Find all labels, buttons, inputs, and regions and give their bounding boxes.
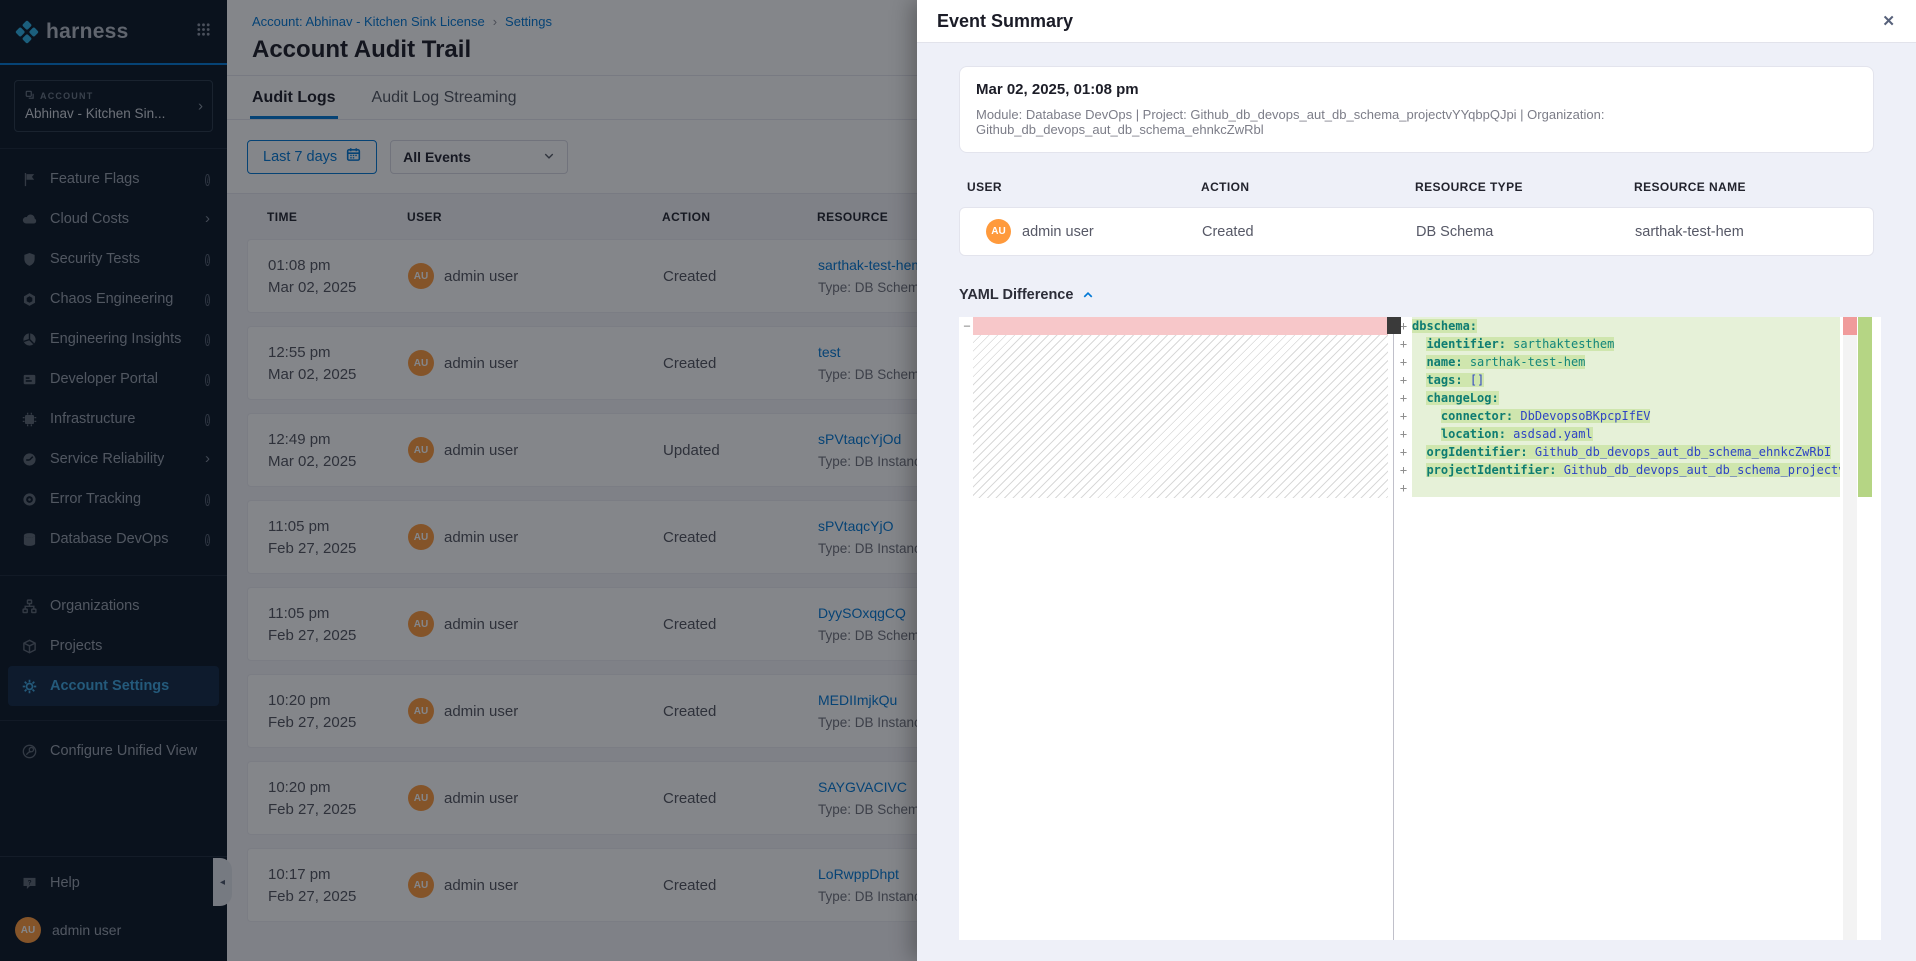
diff-code: name: sarthak-test-hem [1412, 353, 1840, 371]
diff-added-marker: + [1399, 445, 1408, 459]
diff-code: location: asdsad.yaml [1412, 425, 1840, 443]
diff-added-marker: + [1399, 409, 1408, 423]
event-summary-drawer: Event Summary ✕ Mar 02, 2025, 01:08 pm M… [917, 0, 1916, 961]
summary-header-row: USER ACTION RESOURCE TYPE RESOURCE NAME [959, 180, 1874, 194]
summary-row: AU admin user Created DB Schema sarthak-… [959, 207, 1874, 256]
diff-empty-hatch [973, 335, 1388, 498]
summary-user: admin user [1022, 223, 1094, 240]
chevron-up-icon[interactable] [1082, 289, 1094, 301]
diff-removed-marker: − [963, 319, 971, 333]
diff-overview-removed-mark [1843, 317, 1857, 335]
summary-header-resource-type: RESOURCE TYPE [1415, 180, 1523, 194]
summary-header-action: ACTION [1201, 180, 1250, 194]
diff-added-line: + orgIdentifier: Github_db_devops_aut_db… [1395, 443, 1881, 461]
diff-added-line: + changeLog: [1395, 389, 1881, 407]
diff-added-line: + tags: [] [1395, 371, 1881, 389]
diff-added-line: + identifier: sarthaktesthem [1395, 335, 1881, 353]
diff-pane-divider [1393, 317, 1394, 940]
yaml-difference-section-header: YAML Difference [959, 287, 1874, 303]
diff-code [1412, 479, 1840, 497]
diff-added-marker: + [1399, 391, 1408, 405]
diff-added-marker: + [1399, 463, 1408, 477]
diff-added-line: + projectIdentifier: Github_db_devops_au… [1395, 461, 1881, 479]
summary-header-user: USER [967, 180, 1002, 194]
summary-header-resource-name: RESOURCE NAME [1634, 180, 1746, 194]
diff-added-line: + [1395, 479, 1881, 497]
diff-code: projectIdentifier: Github_db_devops_aut_… [1412, 461, 1840, 479]
diff-added-line: + location: asdsad.yaml [1395, 425, 1881, 443]
diff-removed-line [973, 317, 1388, 335]
modal-dim-overlay[interactable] [0, 0, 917, 961]
diff-pane-sash-handle[interactable] [1387, 317, 1401, 334]
diff-added-pane: + dbschema: + identifier: sarthaktesthem + … [1395, 317, 1881, 497]
drawer-header: Event Summary ✕ [917, 0, 1916, 43]
diff-added-marker: + [1399, 337, 1408, 351]
diff-added-marker: + [1399, 427, 1408, 441]
diff-overview-added-mark [1858, 317, 1872, 497]
summary-action: Created [1202, 223, 1254, 240]
diff-added-marker: + [1399, 355, 1408, 369]
event-datetime: Mar 02, 2025, 01:08 pm [976, 81, 1139, 98]
avatar: AU [986, 219, 1011, 244]
diff-code: connector: DbDevopsoBKpcpIfEV [1412, 407, 1840, 425]
diff-added-line: + connector: DbDevopsoBKpcpIfEV [1395, 407, 1881, 425]
drawer-body: Mar 02, 2025, 01:08 pm Module: Database … [917, 43, 1916, 940]
summary-resource-name: sarthak-test-hem [1635, 223, 1744, 240]
diff-code: changeLog: [1412, 389, 1840, 407]
diff-code: identifier: sarthaktesthem [1412, 335, 1840, 353]
event-meta-card: Mar 02, 2025, 01:08 pm Module: Database … [959, 66, 1874, 153]
diff-added-marker: + [1399, 319, 1408, 333]
yaml-diff-editor[interactable]: − + dbschema: + identifier: sarthaktesthem… [959, 317, 1881, 940]
diff-scrollbar-track[interactable] [1843, 317, 1857, 940]
diff-added-line: + name: sarthak-test-hem [1395, 353, 1881, 371]
diff-code: orgIdentifier: Github_db_devops_aut_db_s… [1412, 443, 1840, 461]
diff-code: dbschema: [1412, 317, 1840, 335]
summary-resource-type: DB Schema [1416, 223, 1494, 240]
diff-added-marker: + [1399, 373, 1408, 387]
drawer-title: Event Summary [937, 10, 1074, 31]
close-icon[interactable]: ✕ [1882, 12, 1895, 30]
diff-added-line: + dbschema: [1395, 317, 1881, 335]
event-scope-meta: Module: Database DevOps | Project: Githu… [976, 107, 1605, 137]
diff-code: tags: [] [1412, 371, 1840, 389]
yaml-difference-label: YAML Difference [959, 287, 1074, 303]
diff-added-marker: + [1399, 481, 1408, 495]
